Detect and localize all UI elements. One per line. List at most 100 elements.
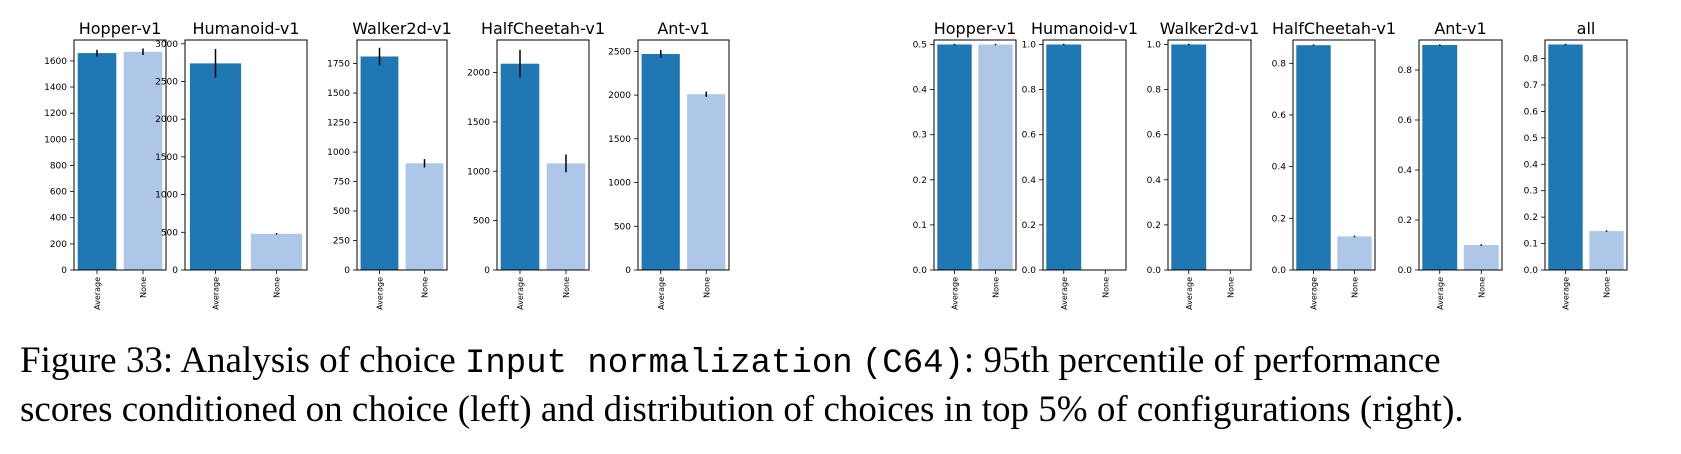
- y-tick-label: 0.1: [1524, 240, 1538, 250]
- axes-frame: [496, 39, 590, 271]
- subplot-title: Humanoid-v1: [1031, 19, 1138, 38]
- y-tick-label: 500: [614, 222, 631, 232]
- x-tick-label: Average: [951, 277, 960, 310]
- subplot-title: all: [1577, 19, 1596, 38]
- y-tick-label: 0.3: [1524, 187, 1538, 197]
- x-tick-label: Average: [376, 277, 385, 310]
- axes-frame: [356, 39, 448, 271]
- subplot-title: Hopper-v1: [79, 19, 162, 38]
- y-tick-label: 1000: [467, 167, 490, 177]
- axes-frame: [1292, 39, 1376, 271]
- x-tick-label: Average: [1436, 277, 1445, 310]
- x-tick-label: Average: [1060, 277, 1069, 310]
- y-tick-label: 0.2: [1272, 214, 1286, 224]
- x-tick-label: Average: [1562, 277, 1571, 310]
- axes-frame: [184, 39, 308, 271]
- y-tick-label: 0.3: [913, 131, 927, 141]
- y-tick-label: 0.6: [1022, 131, 1037, 141]
- y-tick-label: 0.2: [913, 176, 927, 186]
- y-tick-label: 750: [333, 178, 350, 188]
- y-tick-label: 0.4: [1022, 176, 1037, 186]
- y-tick-label: 0.6: [1147, 131, 1162, 141]
- caption-line1-rest: : 95th percentile of performance: [963, 340, 1441, 381]
- y-tick-label: 0.8: [1524, 55, 1539, 65]
- x-tick-label: Average: [657, 277, 666, 310]
- bar-average: [500, 63, 540, 271]
- y-tick-label: 1500: [155, 153, 178, 163]
- y-tick-label: 0.4: [1398, 166, 1413, 176]
- y-tick-label: 0.0: [1272, 266, 1287, 276]
- y-tick-label: 0.1: [913, 221, 927, 231]
- subplot-10: Average None 0.0 0.2 0.4 0.6 0.8 Ant-v1: [1398, 19, 1503, 310]
- y-tick-label: 0.5: [913, 41, 927, 51]
- y-tick-label: 0.2: [1524, 213, 1538, 223]
- x-tick-label: Average: [1185, 277, 1194, 310]
- y-tick-label: 0.8: [1398, 66, 1413, 76]
- bar-none: [1589, 231, 1624, 270]
- y-tick-label: 1000: [155, 191, 178, 201]
- y-tick-label: 3000: [155, 40, 178, 50]
- y-tick-label: 0: [484, 266, 490, 276]
- x-tick-label: None: [421, 277, 430, 298]
- subplot-2: Average None 0 500 1000 1500 2000 2500 3000 Human…: [155, 19, 308, 310]
- subplot-title: Humanoid-v1: [192, 19, 299, 38]
- y-tick-label: 1500: [327, 89, 350, 99]
- y-tick-label: 500: [161, 228, 178, 238]
- x-tick-label: None: [1351, 277, 1360, 298]
- subplot-title: HalfCheetah-v1: [1272, 19, 1396, 38]
- x-tick-label: Average: [212, 277, 221, 310]
- y-tick-label: 1250: [327, 119, 350, 129]
- subplot-title: Ant-v1: [657, 19, 709, 38]
- bar-none: [250, 233, 303, 270]
- bar-none: [123, 51, 163, 270]
- y-tick-label: 1750: [327, 60, 350, 70]
- y-tick-label: 1500: [467, 118, 490, 128]
- y-tick-label: 0.4: [913, 86, 928, 96]
- y-tick-label: 500: [333, 207, 350, 217]
- y-tick-label: 0.2: [1022, 221, 1036, 231]
- x-tick-label: None: [702, 277, 711, 298]
- y-tick-label: 0.0: [1398, 266, 1413, 276]
- bar-none: [546, 163, 586, 270]
- y-tick-label: 0.5: [1524, 134, 1538, 144]
- subplot-title: Walker2d-v1: [352, 19, 452, 38]
- y-tick-label: 2500: [608, 47, 631, 57]
- subplot-3: Average None 0 250 500 750 1000 1250 1500 1750 Wal…: [327, 19, 452, 310]
- x-tick-label: None: [562, 277, 571, 298]
- subplot-7: Average None 0.0 0.2 0.4 0.6 0.8 1.0 Humanoid-v1: [1022, 19, 1138, 310]
- x-tick-label: Average: [1310, 277, 1319, 310]
- y-tick-label: 0.4: [1524, 160, 1539, 170]
- axes-frame: [637, 39, 730, 271]
- subplot-title: Ant-v1: [1434, 19, 1486, 38]
- bar-average: [360, 56, 399, 270]
- y-tick-label: 0.6: [1398, 116, 1413, 126]
- subplot-1: Average None 0 200 400 600 800 1000 1200 1400 1600…: [44, 19, 167, 310]
- x-tick-label: None: [273, 277, 282, 298]
- y-tick-label: 1000: [327, 148, 350, 158]
- bar-average: [641, 54, 680, 270]
- axes-frame: [73, 39, 167, 271]
- bar-average: [1548, 44, 1583, 270]
- bar-none: [978, 44, 1013, 270]
- caption-choice-id: (C64): [861, 345, 964, 383]
- x-tick-label: None: [1603, 277, 1612, 298]
- y-tick-label: 0.0: [1524, 266, 1539, 276]
- y-tick-label: 800: [50, 162, 67, 172]
- y-tick-label: 1500: [608, 135, 631, 145]
- y-tick-label: 0.0: [913, 266, 928, 276]
- subplot-title: HalfCheetah-v1: [481, 19, 605, 38]
- y-tick-label: 400: [50, 214, 67, 224]
- subplot-11: Average None 0.0 0.1 0.2 0.3 0.4 0.5 0.6 0.7 0.8 al…: [1524, 19, 1628, 310]
- caption-prefix: Figure 33: Analysis of choice: [20, 340, 465, 381]
- y-tick-label: 0.7: [1524, 81, 1538, 91]
- y-tick-label: 1.0: [1147, 41, 1162, 51]
- bar-average: [937, 44, 972, 270]
- axes-frame: [1167, 39, 1252, 271]
- y-tick-label: 0: [172, 266, 178, 276]
- bar-average: [77, 53, 117, 270]
- y-tick-label: 0.8: [1022, 86, 1037, 96]
- subplot-8: Average None 0.0 0.2 0.4 0.6 0.8 1.0 Walker2d-v1: [1147, 19, 1260, 310]
- y-tick-label: 0: [625, 266, 631, 276]
- subplot-9: Average None 0.0 0.2 0.4 0.6 0.8 HalfCheetah-v1: [1272, 19, 1396, 310]
- x-tick-label: None: [1101, 277, 1110, 298]
